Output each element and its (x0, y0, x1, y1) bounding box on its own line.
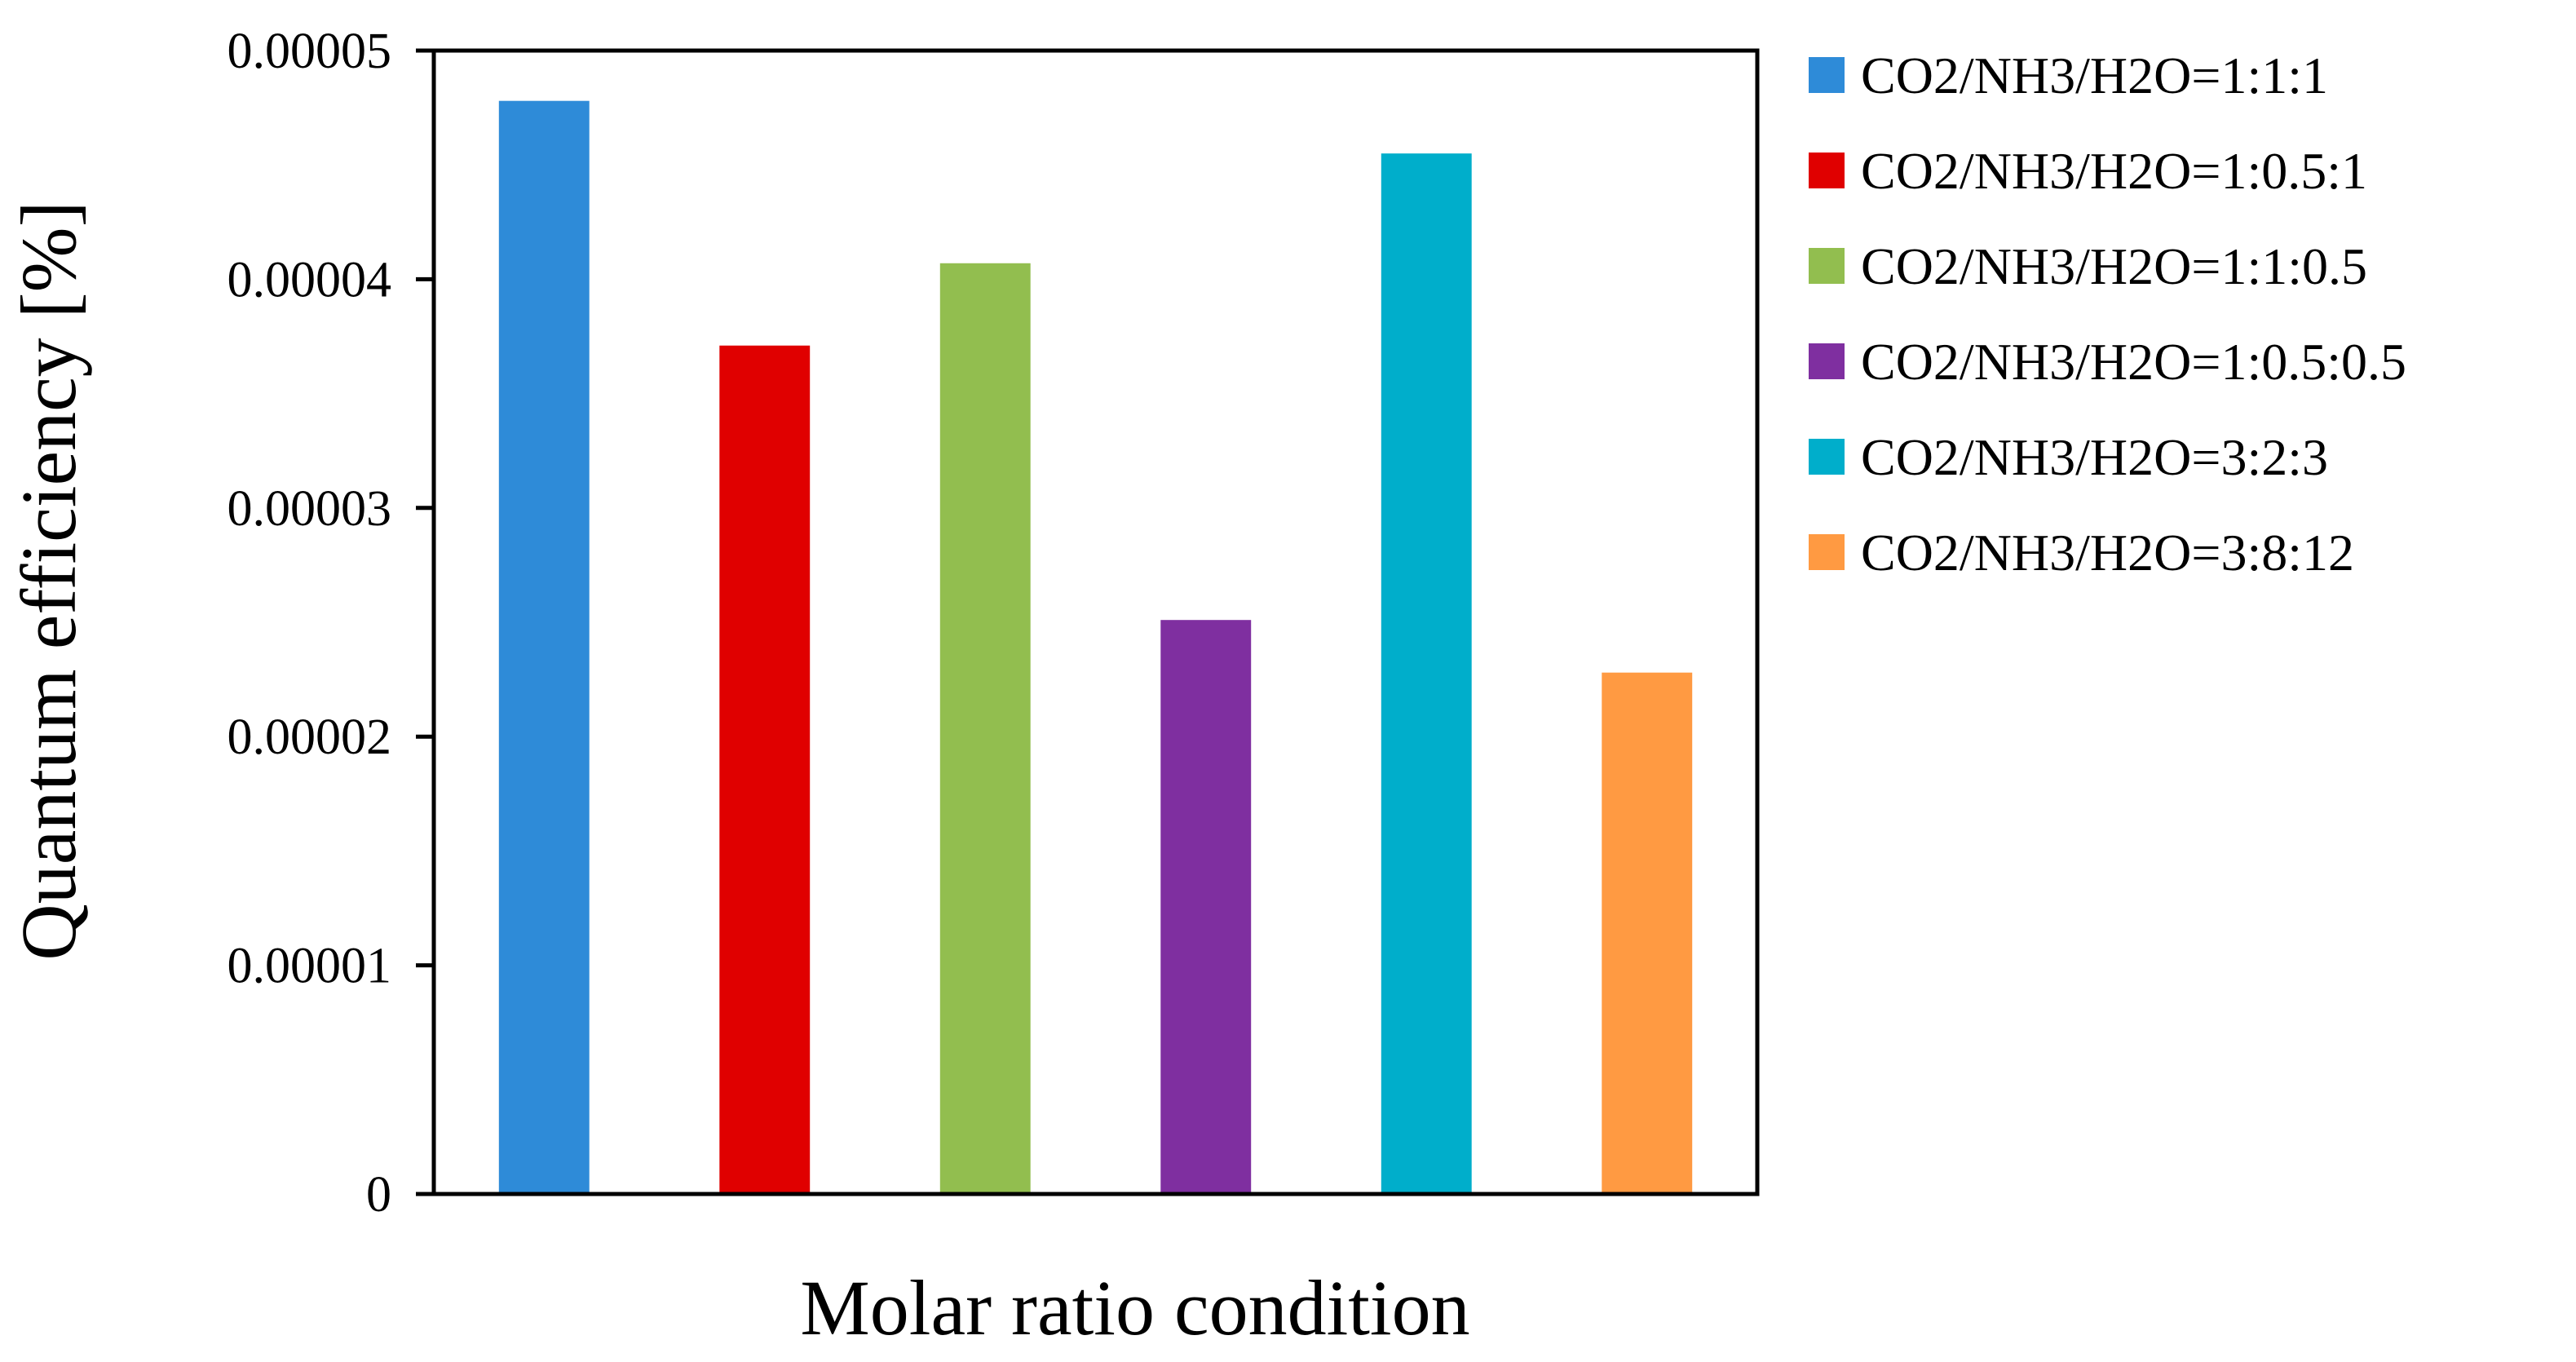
legend-swatch-2 (1809, 153, 1845, 188)
legend-label-4: CO2/NH3/H2O=1:0.5:0.5 (1861, 333, 2406, 391)
bar-5 (1381, 153, 1472, 1195)
y-tick-label: 0.00003 (228, 481, 392, 537)
legend-swatch-4 (1809, 343, 1845, 379)
bar-3 (939, 263, 1031, 1195)
bar-2 (719, 345, 811, 1194)
legend-swatch-3 (1809, 248, 1845, 284)
legend: CO2/NH3/H2O=1:1:1 CO2/NH3/H2O=1:0.5:1 CO2/… (1809, 46, 2406, 582)
y-tick-label: 0.00005 (228, 24, 392, 79)
legend-label-6: CO2/NH3/H2O=3:8:12 (1861, 524, 2354, 582)
legend-label-2: CO2/NH3/H2O=1:0.5:1 (1861, 142, 2367, 200)
y-axis-title: Quantum efficiency [%] (5, 201, 92, 960)
legend-label-1: CO2/NH3/H2O=1:1:1 (1861, 46, 2328, 104)
bars (498, 100, 1693, 1195)
bar-6 (1602, 672, 1693, 1194)
y-tick-label: 0 (366, 1167, 391, 1223)
x-axis-title: Molar ratio condition (800, 1264, 1469, 1351)
bar-4 (1160, 620, 1252, 1194)
legend-label-3: CO2/NH3/H2O=1:1:0.5 (1861, 237, 2367, 295)
y-tick-label: 0.00001 (228, 939, 392, 994)
y-axis-ticks: 0 0.00001 0.00002 0.00003 0.00004 0.00005 (228, 24, 434, 1223)
y-tick-label: 0.00004 (228, 252, 392, 307)
legend-swatch-5 (1809, 439, 1845, 475)
y-tick-label: 0.00002 (228, 710, 392, 765)
bar-1 (498, 100, 590, 1195)
legend-label-5: CO2/NH3/H2O=3:2:3 (1861, 428, 2328, 486)
legend-swatch-1 (1809, 57, 1845, 93)
legend-swatch-6 (1809, 534, 1845, 570)
plot-frame (431, 48, 1760, 1196)
